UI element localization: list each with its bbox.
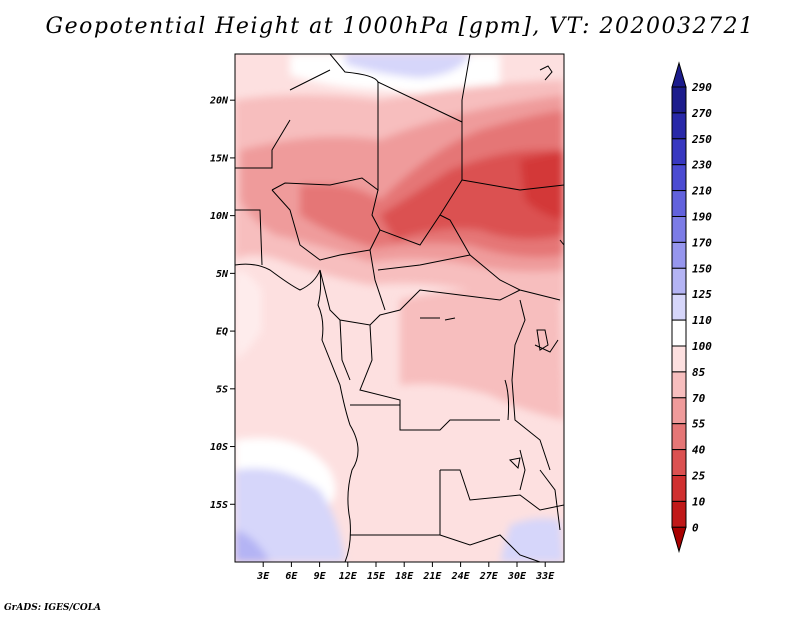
colorbar-level-label: 40 [692,444,706,457]
lat-tick-label: 5N [216,269,229,280]
map-title: Geopotential Height at 1000hPa [gpm], VT… [45,14,755,39]
lat-tick-label: 10S [210,442,228,453]
colorbar-swatch [671,216,687,243]
colorbar-swatch [671,500,687,528]
longitude-axis: 3E 6E 9E 12E 15E 18E 21E 24E 27E 30E 33E [256,562,555,582]
lon-tick-label: 18E [395,571,414,582]
latitude-axis: 20N 15N 10N 5N EQ 5S 10S 15S [209,96,235,511]
colorbar-swatch [671,138,687,166]
colorbar-level-label: 0 [692,521,699,534]
lon-tick-label: 33E [535,571,555,582]
lon-tick-label: 27E [479,571,499,582]
lon-tick-label: 30E [507,571,527,582]
colorbar-swatch [671,345,687,373]
colorbar-top-arrow [671,61,687,88]
lat-tick-label: 15N [210,153,229,164]
lon-tick-label: 9E [314,571,327,582]
colorbar-swatch [671,86,687,114]
lon-tick-label: 6E [285,571,298,582]
colorbar-level-label: 210 [691,185,712,198]
colorbar-swatch [671,319,687,347]
lon-tick-label: 3E [256,571,270,582]
lat-tick-label: 10N [210,211,229,222]
colorbar-swatch [671,449,687,477]
colorbar-level-label: 25 [691,470,706,483]
colorbar-swatch [671,371,687,399]
lon-tick-label: 12E [339,571,358,582]
colorbar-level-label: 110 [692,314,712,327]
colorbar-bottom-arrow [671,526,687,554]
country-borders [235,54,564,562]
lat-tick-label: 20N [209,96,229,107]
colorbar-level-label: 270 [691,107,712,120]
grads-credit: GrADS: IGES/COLA [4,603,102,613]
colorbar-swatch [671,112,687,140]
colorbar-level-label: 125 [692,288,712,301]
colorbar-level-label: 170 [692,236,712,249]
map-frame [234,53,565,563]
colorbar-swatch [671,423,687,451]
colorbar-level-label: 190 [692,211,712,224]
lat-tick-label: 5S [216,384,228,395]
colorbar-swatch [671,241,687,269]
lat-tick-label: EQ [216,327,228,338]
colorbar-level-label: 290 [691,81,712,94]
colorbar-swatch [671,397,687,425]
colorbar-swatch [671,293,687,321]
colorbar-level-label: 150 [692,262,712,275]
color-bar: 2902702502302101901701501251101008570554… [671,61,712,554]
lat-tick-label: 15S [210,500,228,511]
colorbar-level-label: 230 [691,159,712,172]
colorbar-level-label: 70 [692,392,706,405]
colorbar-swatch [671,267,687,295]
height-field [235,54,564,562]
colorbar-swatch [671,475,687,502]
colorbar-level-label: 10 [692,495,706,508]
lon-tick-label: 21E [422,571,442,582]
colorbar-level-label: 85 [692,366,706,379]
colorbar-level-label: 55 [692,418,706,431]
colorbar-swatch [671,164,687,192]
lon-tick-label: 15E [367,571,386,582]
colorbar-level-label: 100 [692,340,712,353]
lon-tick-label: 24E [451,571,471,582]
colorbar-level-label: 250 [691,133,712,146]
colorbar-swatch [671,190,687,218]
